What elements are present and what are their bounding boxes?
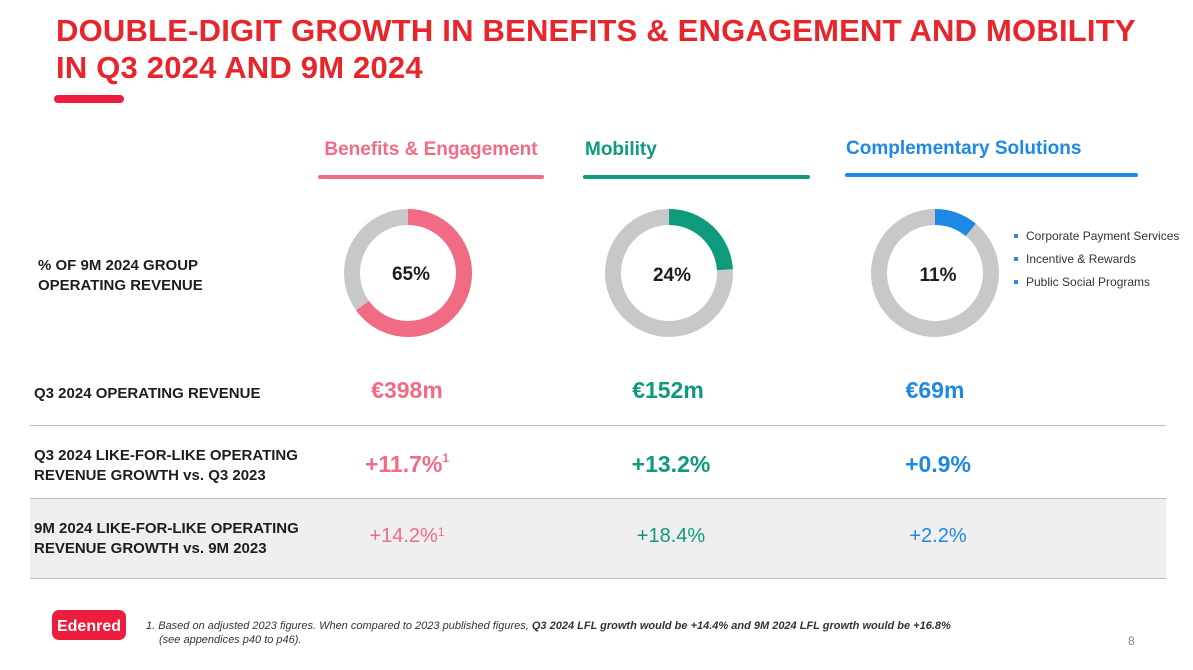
row-label-share: % OF 9M 2024 GROUP OPERATING REVENUE — [38, 256, 268, 296]
page-number: 8 — [1128, 634, 1135, 648]
legend-item: Public Social Programs — [1014, 275, 1184, 289]
legend-text: Public Social Programs — [1026, 275, 1151, 289]
value-q3-growth-benefits: +11.7%1 — [297, 451, 517, 478]
donut-slice-benefits-engagement — [344, 209, 472, 337]
value-9m-growth-benefits: +14.2%1 — [297, 525, 517, 548]
donut-benefits — [344, 209, 472, 337]
footnote-bold: Q3 2024 LFL growth would be +14.4% and 9… — [531, 620, 951, 632]
legend-item: Corporate Payment Services — [1014, 229, 1184, 243]
footnote: 1. Based on adjusted 2023 figures. When … — [146, 619, 1096, 647]
value-q3-revenue-benefits: €398m — [371, 377, 443, 403]
page-title: DOUBLE-DIGIT GROWTH IN BENEFITS & ENGAGE… — [56, 12, 1156, 86]
value-q3-growth-mobility: +13.2% — [631, 451, 711, 477]
value-9m-growth-benefits-text: +14.2% — [369, 525, 438, 547]
value-q3-growth-benefits-text: +11.7% — [364, 451, 443, 477]
column-header-complementary: Complementary Solutions — [846, 138, 1082, 159]
column-underline-mobility — [583, 175, 810, 179]
divider — [30, 578, 1166, 579]
divider — [30, 425, 1166, 426]
donut-slice-mobility — [605, 209, 733, 337]
footnote-marker: 1 — [442, 451, 450, 465]
donut-complementary — [871, 209, 999, 337]
row-label-q3-growth-line2: REVENUE GROWTH vs. Q3 2023 — [34, 467, 266, 484]
title-line-2: IN Q3 2024 AND 9M 2024 — [56, 50, 423, 85]
column-underline-benefits — [318, 175, 544, 179]
edenred-logo: Edenred — [52, 610, 126, 640]
row-label-9m-growth-line2: REVENUE GROWTH vs. 9M 2023 — [34, 540, 267, 557]
donut-label-mobility: 24% — [652, 265, 692, 286]
divider — [30, 498, 1166, 499]
footnote-text: 1. Based on adjusted 2023 figures. When … — [146, 620, 532, 632]
row-label-9m-growth-line1: 9M 2024 LIKE-FOR-LIKE OPERATING — [34, 520, 299, 537]
legend-item: Incentive & Rewards — [1014, 252, 1184, 266]
legend-bullet-icon — [1014, 234, 1018, 238]
legend-bullet-icon — [1014, 280, 1018, 284]
column-header-benefits: Benefits & Engagement — [324, 139, 538, 160]
legend: Corporate Payment Services Incentive & R… — [1014, 229, 1184, 298]
column-underline-complementary — [845, 173, 1138, 177]
legend-text: Corporate Payment Services — [1026, 229, 1180, 243]
row-label-q3-growth-line1: Q3 2024 LIKE-FOR-LIKE OPERATING — [34, 447, 298, 464]
row-label-9m-growth: 9M 2024 LIKE-FOR-LIKE OPERATING REVENUE … — [34, 519, 299, 559]
value-q3-revenue-complementary: €69m — [905, 377, 965, 403]
title-underline — [54, 95, 124, 103]
donut-mobility — [605, 209, 733, 337]
row-label-q3-growth: Q3 2024 LIKE-FOR-LIKE OPERATING REVENUE … — [34, 446, 298, 486]
footnote-marker: 1 — [437, 525, 445, 539]
row-label-q3-revenue: Q3 2024 OPERATING REVENUE — [34, 385, 261, 402]
legend-bullet-icon — [1014, 257, 1018, 261]
donut-slice-complementary-solutions — [871, 209, 999, 337]
value-9m-growth-mobility: +18.4% — [636, 525, 706, 547]
donut-label-complementary: 11% — [919, 265, 957, 286]
value-9m-growth-complementary: +2.2% — [909, 525, 967, 547]
legend-text: Incentive & Rewards — [1026, 252, 1137, 266]
row-background — [30, 499, 1166, 578]
footnote-text-2: (see appendices p40 to p46). — [159, 634, 302, 646]
value-q3-growth-complementary: +0.9% — [905, 451, 971, 477]
column-header-mobility: Mobility — [585, 139, 657, 160]
donut-label-benefits: 65% — [391, 264, 431, 285]
value-q3-revenue-mobility: €152m — [632, 377, 704, 403]
title-line-1: DOUBLE-DIGIT GROWTH IN BENEFITS & ENGAGE… — [56, 13, 1136, 48]
logo-text: Edenred — [57, 618, 121, 635]
row-label-share-text: % OF 9M 2024 GROUP OPERATING REVENUE — [38, 257, 203, 294]
